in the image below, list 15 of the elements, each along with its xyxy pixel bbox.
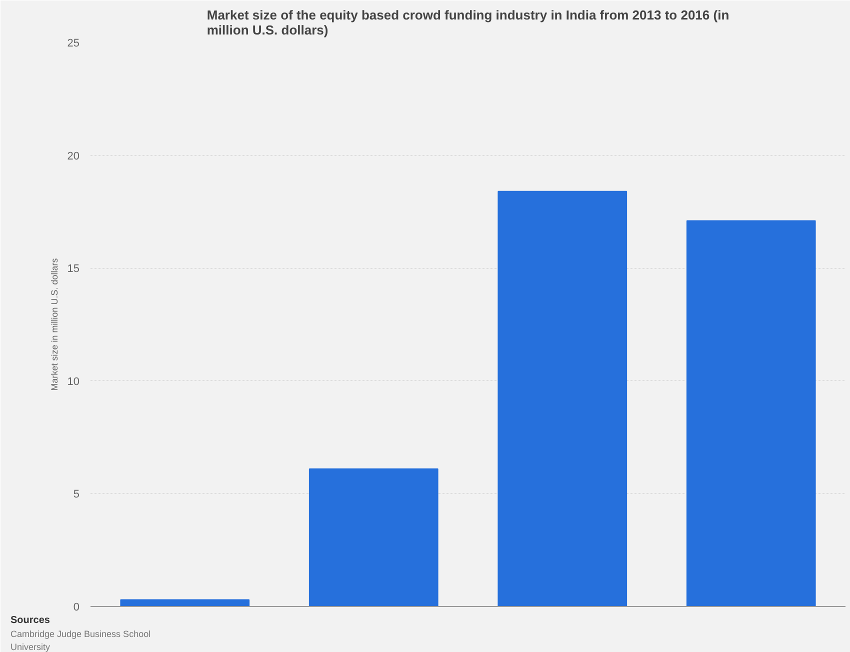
y-tick-label: 0 — [73, 602, 80, 614]
y-tick-label: 15 — [67, 263, 80, 276]
text: University — [10, 642, 51, 652]
y-tick-label: 20 — [67, 150, 80, 162]
bar — [308, 468, 438, 606]
bar — [498, 190, 628, 606]
bar — [686, 220, 816, 606]
chart-title: Market size of the equity based crowd funding industry in India from 2013 to 2016 (in million U.S. dollars) — [206, 8, 730, 38]
y-tick-label: 5 — [73, 488, 80, 501]
bar — [120, 599, 250, 606]
text: Sources — [10, 615, 50, 626]
y-axis-title: Market size in million U.S. dollars — [49, 258, 60, 391]
text: Cambridge Judge Business School — [10, 629, 151, 639]
y-tick-label: 25 — [67, 38, 80, 50]
y-tick-label: 10 — [67, 376, 80, 388]
